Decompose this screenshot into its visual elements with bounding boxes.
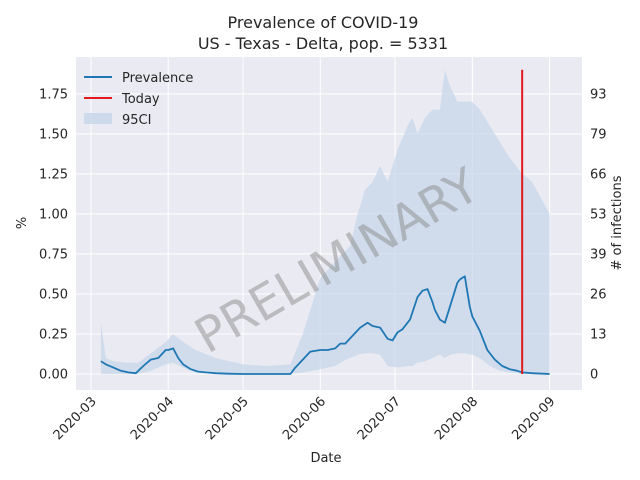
y2-tick-label: 66 [590,167,607,182]
y2-tick-label: 93 [590,87,607,102]
y2-axis-label: # of infections [610,175,625,270]
y2-tick-label: 79 [590,127,607,142]
x-axis-label: Date [310,451,341,466]
y-tick-label: 0.50 [39,287,68,302]
y2-tick-label: 0 [590,367,598,382]
x-tick-label: 2020-05 [203,394,252,443]
y-tick-label: 0.00 [39,367,68,382]
legend-today-label: Today [121,92,160,107]
y2-axis-ticks: 0 13 26 39 53 66 79 93 [590,87,607,382]
y-axis-ticks: 0.00 0.25 0.50 0.75 1.00 1.25 1.50 1.75 [39,87,68,382]
y-axis-label: % [15,217,30,229]
x-tick-label: 2020-07 [355,394,404,443]
y-tick-label: 0.25 [39,327,68,342]
x-tick-label: 2020-03 [51,394,100,443]
legend-prevalence-label: Prevalence [122,71,193,86]
y2-tick-label: 26 [590,287,607,302]
y2-tick-label: 53 [590,207,607,222]
x-tick-label: 2020-08 [432,394,481,443]
y-tick-label: 1.75 [39,87,68,102]
y2-tick-label: 13 [590,327,607,342]
legend-ci-swatch [84,113,112,124]
x-tick-label: 2020-06 [280,394,329,443]
x-axis-ticks: 2020-03 2020-04 2020-05 2020-06 2020-07 2020-… [51,394,559,443]
y-tick-label: 1.25 [39,167,68,182]
x-tick-label: 2020-04 [128,394,177,443]
y2-tick-label: 39 [590,247,607,262]
x-tick-label: 2020-09 [509,394,558,443]
legend-ci-label: 95CI [122,113,151,128]
y-tick-label: 1.50 [39,127,68,142]
chart-subtitle: US - Texas - Delta, pop. = 5331 [198,34,448,53]
y-tick-label: 0.75 [39,247,68,262]
y-tick-label: 1.00 [39,207,68,222]
chart-title: Prevalence of COVID-19 [228,13,419,32]
